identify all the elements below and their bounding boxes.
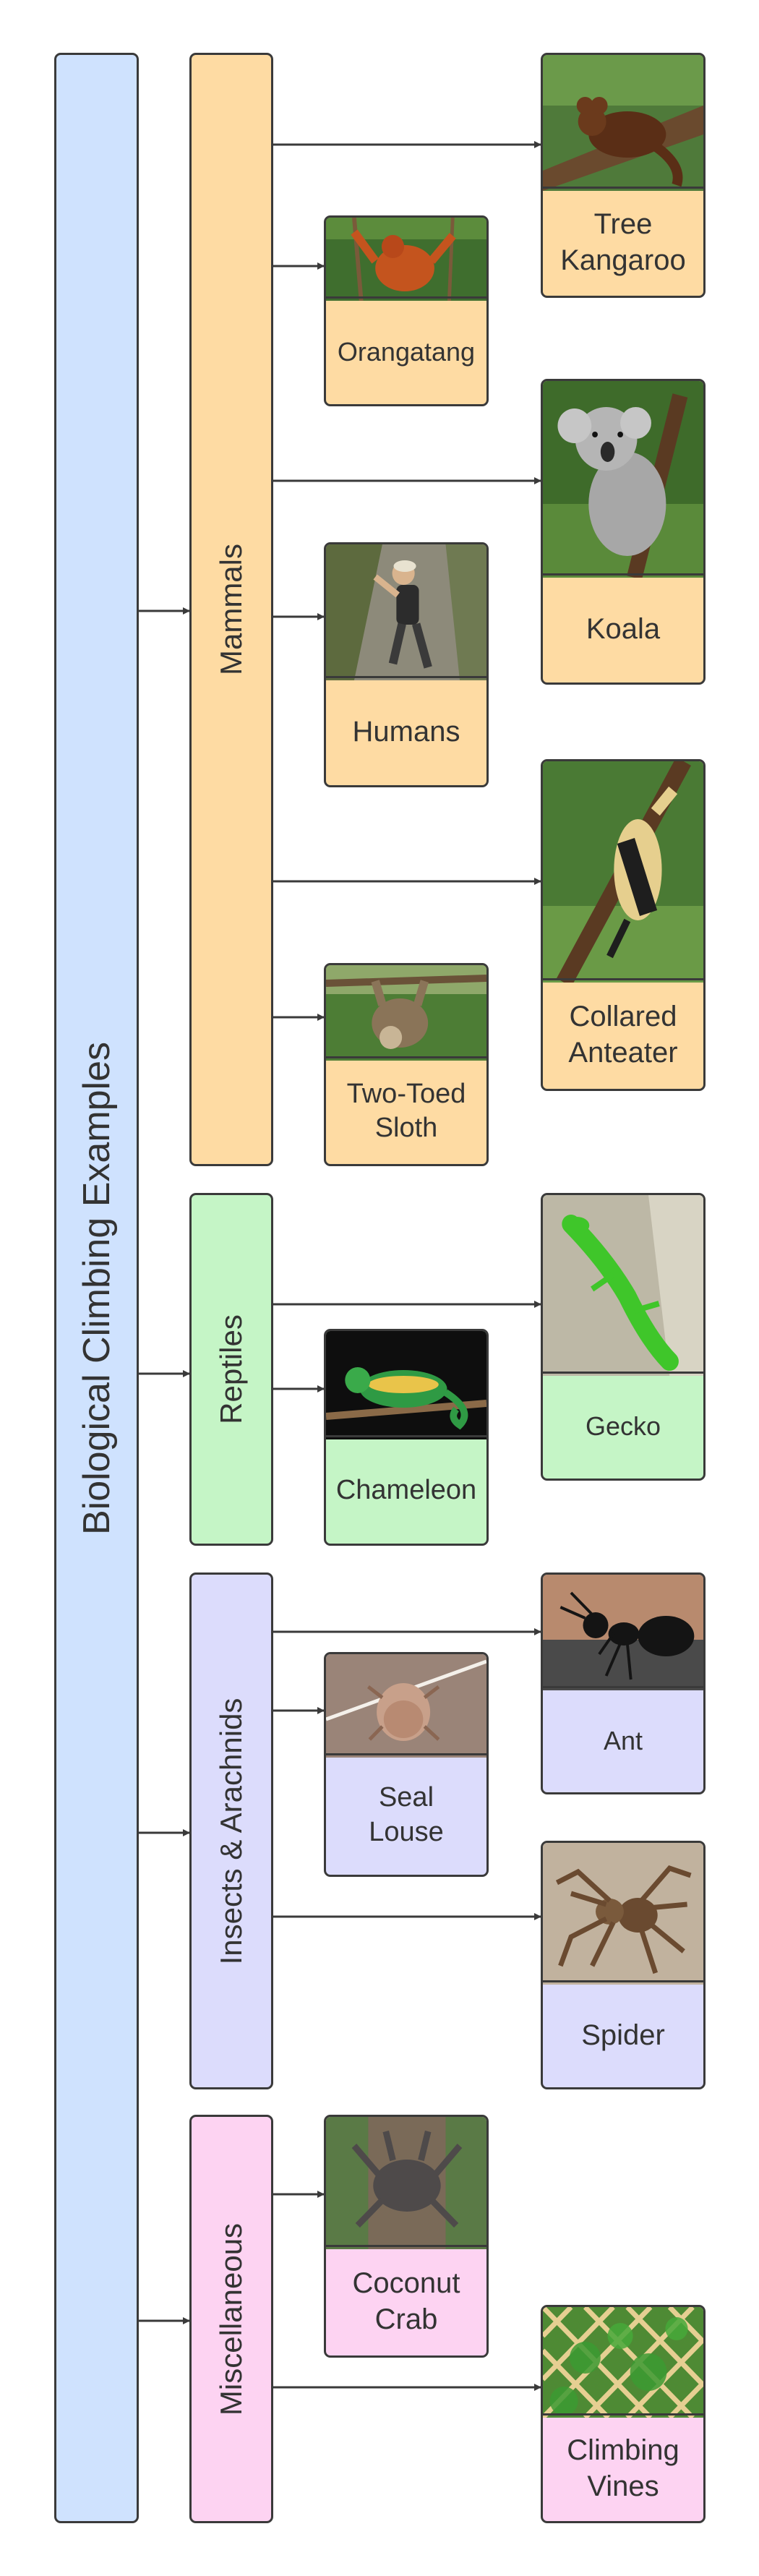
- orangatang-label: Orangatang: [326, 296, 486, 404]
- card-two-toed-sloth: Two-Toed Sloth: [324, 963, 489, 1166]
- card-orangatang: Orangatang: [324, 215, 489, 406]
- two-toed-sloth-label: Two-Toed Sloth: [326, 1056, 486, 1164]
- card-climbing-vines: Climbing Vines: [541, 2305, 706, 2523]
- human-climber-photo: [326, 544, 486, 680]
- koala-photo: [543, 381, 703, 578]
- humans-label: Humans: [326, 676, 486, 785]
- category-mammals: Mammals: [189, 53, 273, 1166]
- root-node: Biological Climbing Examples: [54, 53, 139, 2523]
- root-title: Biological Climbing Examples: [75, 1041, 118, 1535]
- koala-label: Koala: [543, 573, 703, 682]
- spider-label: Spider: [543, 1980, 703, 2087]
- ant-label: Ant: [543, 1686, 703, 1792]
- category-insects-arachnids: Insects & Arachnids: [189, 1572, 273, 2089]
- category-label: Insects & Arachnids: [214, 1698, 248, 1964]
- gecko-photo: [543, 1195, 703, 1376]
- coconut-crab-photo: [326, 2117, 486, 2249]
- tree-kangaroo-label: Tree Kangaroo: [543, 187, 703, 296]
- category-label: Reptiles: [214, 1314, 248, 1424]
- category-reptiles: Reptiles: [189, 1193, 273, 1546]
- category-miscellaneous: Miscellaneous: [189, 2115, 273, 2523]
- collared-anteater-photo: [543, 761, 703, 983]
- chameleon-label: Chameleon: [326, 1435, 486, 1544]
- card-ant: Ant: [541, 1572, 706, 1794]
- seal-louse-label: Seal Louse: [326, 1753, 486, 1875]
- coconut-crab-label: Coconut Crab: [326, 2245, 486, 2355]
- card-gecko: Gecko: [541, 1193, 706, 1481]
- tree-kangaroo-photo: [543, 55, 703, 191]
- climbing-vines-label: Climbing Vines: [543, 2413, 703, 2521]
- sloth-photo: [326, 965, 486, 1061]
- card-tree-kangaroo: Tree Kangaroo: [541, 53, 706, 298]
- card-humans: Humans: [324, 542, 489, 787]
- card-coconut-crab: Coconut Crab: [324, 2115, 489, 2358]
- card-spider: Spider: [541, 1841, 706, 2089]
- card-collared-anteater: Collared Anteater: [541, 759, 706, 1091]
- card-koala: Koala: [541, 379, 706, 685]
- gecko-label: Gecko: [543, 1372, 703, 1479]
- card-chameleon: Chameleon: [324, 1329, 489, 1546]
- category-label: Miscellaneous: [214, 2222, 248, 2415]
- ant-photo: [543, 1575, 703, 1690]
- spider-photo: [543, 1843, 703, 1985]
- chameleon-photo: [326, 1331, 486, 1439]
- category-label: Mammals: [214, 543, 248, 676]
- orangutan-photo: [326, 218, 486, 301]
- seal-louse-photo: [326, 1654, 486, 1758]
- climbing-vines-photo: [543, 2307, 703, 2418]
- card-seal-louse: Seal Louse: [324, 1652, 489, 1877]
- collared-anteater-label: Collared Anteater: [543, 978, 703, 1089]
